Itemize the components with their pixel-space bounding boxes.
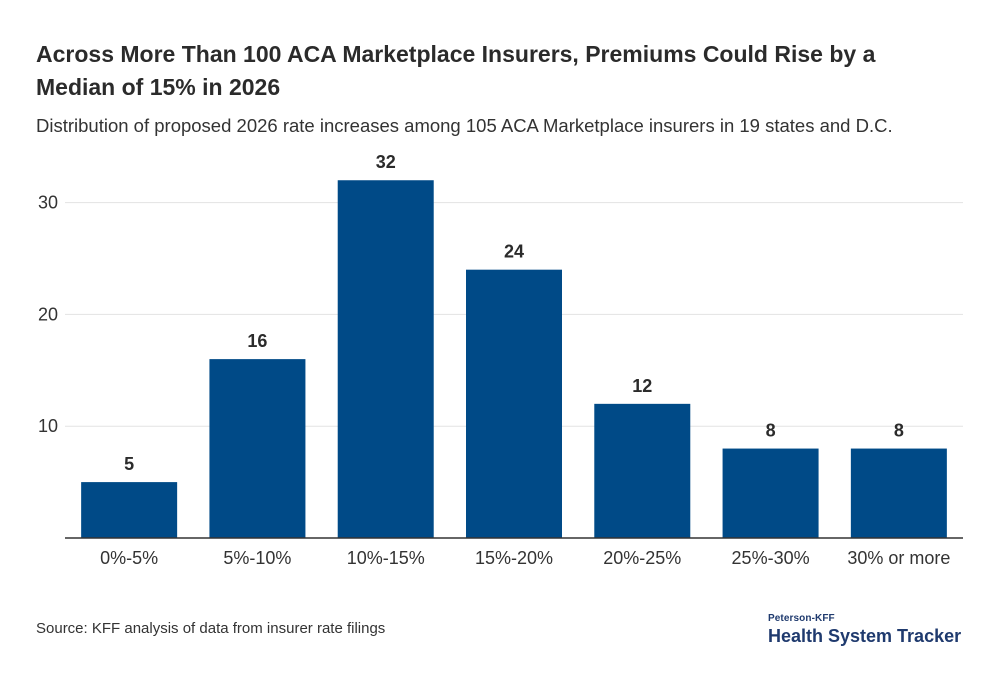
chart-title: Across More Than 100 ACA Marketplace Ins… — [36, 41, 876, 100]
brand-logo: Peterson-KFF Health System Tracker — [768, 613, 961, 647]
x-tick-label-1: 5%-10% — [223, 548, 291, 568]
data-label-3: 24 — [504, 242, 524, 262]
y-tick-label-20: 20 — [38, 304, 58, 324]
chart-subtitle: Distribution of proposed 2026 rate incre… — [36, 115, 893, 136]
bar-2 — [337, 180, 434, 539]
data-label-6: 8 — [894, 421, 904, 441]
x-axis-ticks: 0%-5% 5%-10% 10%-15% 15%-20% 20%-25% 25%-30% 3… — [100, 548, 950, 568]
x-tick-label-4: 20%-25% — [603, 548, 681, 568]
bar-1 — [209, 359, 306, 538]
data-labels: 5 16 32 24 12 8 8 — [124, 152, 904, 474]
x-tick-label-2: 10%-15% — [347, 548, 425, 568]
data-label-1: 16 — [247, 331, 267, 351]
data-label-2: 32 — [376, 152, 396, 172]
data-label-4: 12 — [632, 376, 652, 396]
bar-chart: 10 20 30 5 16 32 24 12 8 8 0%-5% 5%-10% 10%-15% 15%… — [38, 152, 963, 568]
source-note: Source: KFF analysis of data from insure… — [36, 620, 386, 637]
bar-5 — [722, 448, 819, 538]
y-tick-label-10: 10 — [38, 416, 58, 436]
data-label-5: 8 — [766, 421, 776, 441]
data-label-0: 5 — [124, 454, 134, 474]
bar-4 — [594, 403, 691, 538]
x-tick-label-5: 25%-30% — [732, 548, 810, 568]
x-tick-label-6: 30% or more — [847, 548, 950, 568]
brand-large-text: Health System Tracker — [768, 626, 962, 646]
y-tick-label-30: 30 — [38, 193, 58, 213]
y-axis-ticks: 10 20 30 — [38, 193, 58, 437]
x-tick-label-0: 0%-5% — [100, 548, 158, 568]
x-tick-label-3: 15%-20% — [475, 548, 553, 568]
bars — [81, 180, 947, 539]
brand-small-text: Peterson-KFF — [768, 613, 835, 624]
bar-3 — [466, 269, 562, 538]
bar-6 — [850, 448, 947, 538]
bar-0 — [81, 482, 178, 538]
